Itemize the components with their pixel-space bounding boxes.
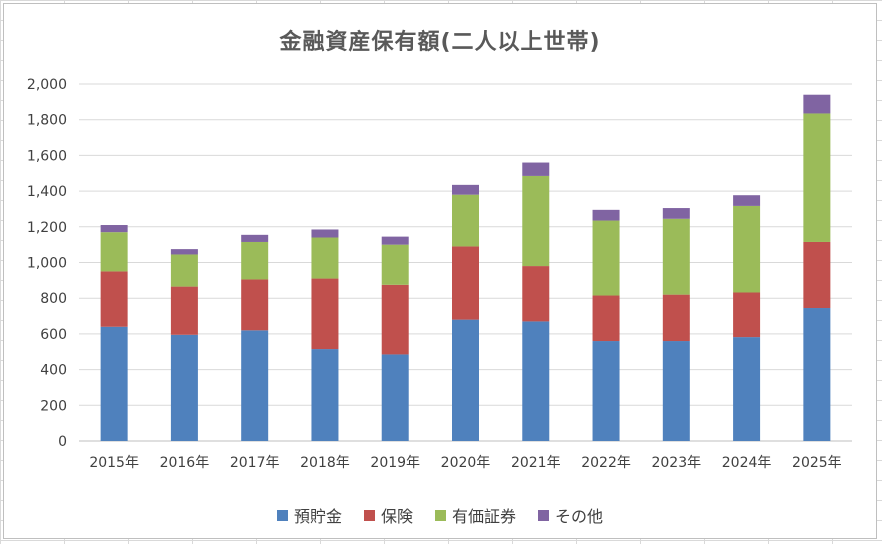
x-tick-label: 2025年 xyxy=(792,455,842,471)
chart-title: 金融資産保有額(二人以上世帯) xyxy=(279,30,601,55)
x-tick-label: 2015年 xyxy=(89,455,139,471)
legend-label: その他 xyxy=(555,507,604,526)
chart-area[interactable]: 金融資産保有額(二人以上世帯) 0 200 400 600 800 1,000 1,200 1… xyxy=(3,3,877,539)
legend-swatch xyxy=(276,509,288,521)
y-tick-label: 2,000 xyxy=(27,77,67,93)
bar-segment xyxy=(803,113,831,242)
legend-swatch xyxy=(435,509,446,521)
bar-segment xyxy=(733,337,761,441)
bar-segment xyxy=(452,194,479,247)
bar-segment xyxy=(381,284,409,355)
bar-segment xyxy=(592,209,620,221)
y-tick-label: 1,000 xyxy=(27,256,67,272)
y-tick-label: 600 xyxy=(40,327,67,343)
x-tick-label: 2017年 xyxy=(230,455,280,471)
bar-segment xyxy=(733,205,761,293)
bar-segment xyxy=(522,321,550,441)
bar-segment xyxy=(100,232,128,272)
legend-item[interactable]: その他 xyxy=(538,503,603,527)
x-tick-label: 2022年 xyxy=(581,455,631,471)
bar-segment xyxy=(452,184,479,195)
bar-segment xyxy=(100,225,128,233)
legend-swatch xyxy=(538,509,550,521)
bar-segment xyxy=(170,254,198,287)
bar-segment xyxy=(241,279,269,331)
bar-segment xyxy=(803,94,831,114)
legend-label: 有価証券 xyxy=(452,507,517,526)
bar-segment xyxy=(733,292,761,338)
legend-swatch xyxy=(363,509,375,521)
y-tick-label: 400 xyxy=(40,363,67,379)
bar-segment xyxy=(662,208,690,219)
bar-segment xyxy=(381,236,409,245)
y-tick-label: 0 xyxy=(58,434,67,450)
x-tick-label: 2024年 xyxy=(722,455,772,471)
bar-segment xyxy=(100,271,128,327)
y-tick-label: 200 xyxy=(40,398,67,414)
legend-item[interactable]: 預貯金 xyxy=(276,503,342,527)
bar-segment xyxy=(381,354,409,441)
bar-segment xyxy=(241,234,269,242)
bar-segment xyxy=(241,241,269,280)
bar-segment xyxy=(170,286,198,335)
bar-segment xyxy=(662,218,690,295)
bar-segment xyxy=(733,195,761,206)
bar-segment xyxy=(381,244,409,285)
y-tick-label: 1,600 xyxy=(27,148,67,164)
x-tick-label: 2019年 xyxy=(370,455,420,471)
x-tick-label: 2018年 xyxy=(300,455,350,471)
y-tick-label: 800 xyxy=(40,291,67,307)
bar-segment xyxy=(311,237,339,279)
x-tick-label: 2020年 xyxy=(441,455,491,471)
bar-segment xyxy=(522,175,550,267)
bar-segment xyxy=(311,278,339,350)
bar-segment xyxy=(522,162,550,176)
bar-segment xyxy=(241,330,269,441)
bar-segment xyxy=(592,220,620,296)
bar-segment xyxy=(803,241,831,309)
bar-segment xyxy=(803,308,831,441)
x-tick-label: 2023年 xyxy=(651,455,701,471)
bar-segment xyxy=(100,326,128,441)
bar-segment xyxy=(522,266,550,322)
bar-segment xyxy=(662,294,690,342)
bar-segment xyxy=(452,319,479,441)
bar-segment xyxy=(662,341,690,441)
x-tick-label: 2016年 xyxy=(160,455,210,471)
bar-segment xyxy=(170,249,198,255)
plot-area: 0 200 400 600 800 1,000 1,200 1,400 1,600 1,800 2,… xyxy=(27,77,852,471)
legend-item[interactable]: 保険 xyxy=(363,503,413,527)
legend-label: 保険 xyxy=(380,507,413,526)
legend[interactable]: 預貯金 保険 有価証券 その他 xyxy=(4,503,876,527)
bar-segment xyxy=(311,229,339,238)
x-tick-label: 2021年 xyxy=(511,455,561,471)
y-tick-label: 1,200 xyxy=(27,220,67,236)
legend-item[interactable]: 有価証券 xyxy=(435,503,516,527)
bar-segment xyxy=(170,334,198,441)
bar-segment xyxy=(452,246,479,320)
y-tick-label: 1,800 xyxy=(27,113,67,129)
bar-segment xyxy=(592,341,620,441)
bar-segment xyxy=(311,349,339,441)
y-tick-label: 1,400 xyxy=(27,184,67,200)
legend-label: 預貯金 xyxy=(293,507,342,526)
bar-segment xyxy=(592,295,620,342)
